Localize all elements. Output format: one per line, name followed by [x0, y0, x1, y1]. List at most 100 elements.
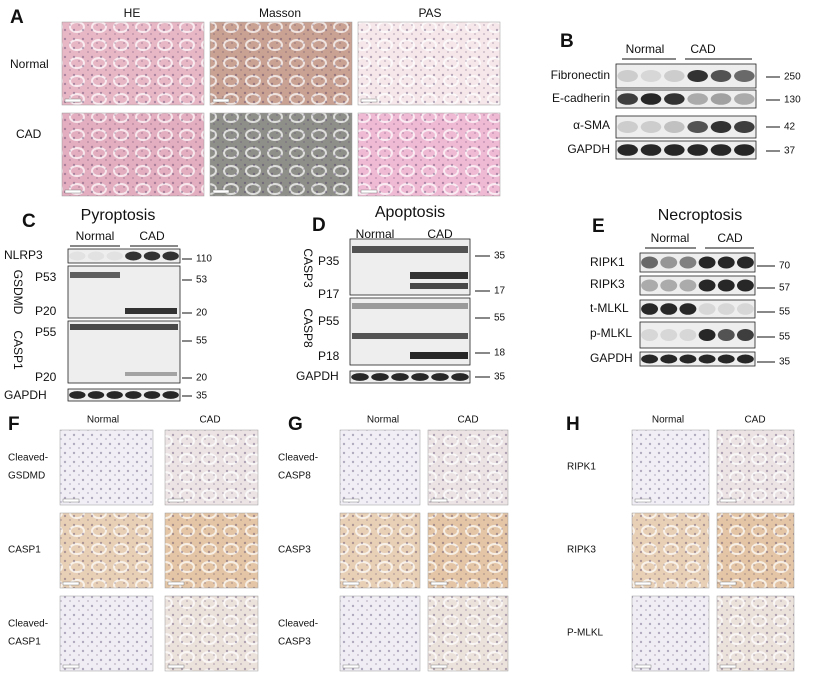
panel-title: Apoptosis — [375, 204, 445, 221]
row-label: CASP1 — [8, 637, 41, 648]
blot-band — [717, 329, 735, 341]
scale-bar — [167, 664, 185, 669]
band-label: RIPK1 — [590, 255, 625, 269]
micrograph-texture — [427, 595, 509, 672]
scale-bar — [342, 498, 360, 503]
micrograph-texture — [339, 429, 421, 506]
marker-label: 17 — [494, 286, 506, 297]
micrograph-texture — [716, 512, 795, 589]
scale-bar — [167, 581, 185, 586]
blot-band — [710, 70, 732, 82]
blot-band — [679, 256, 697, 269]
group-label: CAD — [690, 42, 716, 56]
blot-band — [660, 256, 678, 269]
scale-bar — [62, 498, 80, 503]
column-header: Masson — [259, 6, 301, 20]
row-label: RIPK1 — [567, 462, 596, 473]
band-label: P20 — [35, 370, 57, 384]
blot-band — [431, 373, 449, 381]
marker-label: 70 — [779, 261, 791, 272]
blot-band — [736, 279, 754, 292]
column-header: Normal — [87, 415, 119, 426]
scale-bar — [719, 498, 737, 503]
blot-band — [660, 279, 678, 292]
group-label: Normal — [76, 229, 115, 243]
marker-label: 35 — [779, 357, 791, 368]
blot-band — [664, 121, 685, 133]
band-label: E-cadherin — [552, 91, 610, 105]
panel-label: C — [22, 211, 36, 232]
micrograph-texture — [59, 512, 154, 589]
blot-band — [698, 279, 716, 292]
scale-bar — [212, 98, 230, 103]
blot-band — [736, 354, 754, 364]
marker-label: 250 — [784, 72, 801, 83]
marker-label: 20 — [196, 373, 208, 384]
column-header: CAD — [199, 415, 220, 426]
scale-bar — [167, 498, 185, 503]
panel-label: A — [10, 7, 24, 28]
row-label: Cleaved- — [8, 619, 48, 630]
marker-label: 35 — [196, 391, 208, 402]
micrograph-texture — [631, 595, 710, 672]
blot-band — [710, 121, 732, 133]
blot-band — [617, 144, 638, 156]
band-label: P55 — [35, 325, 57, 339]
blot-band — [143, 391, 161, 399]
blot-band — [736, 303, 754, 315]
blot-band — [641, 303, 659, 315]
blot-band — [617, 93, 638, 105]
blot-band — [736, 329, 754, 341]
blot-band — [143, 251, 161, 261]
band-label: NLRP3 — [4, 248, 43, 262]
micrograph-texture — [59, 429, 154, 506]
blot-band — [352, 303, 468, 309]
blot-band — [69, 251, 86, 261]
row-label: RIPK3 — [567, 545, 596, 556]
band-label: α-SMA — [573, 118, 610, 132]
blot-band — [410, 283, 468, 289]
blot-band — [162, 391, 179, 399]
group-label: CASP8 — [301, 308, 315, 348]
blot-band — [87, 251, 105, 261]
blot-band — [679, 303, 697, 315]
blot-band — [162, 251, 179, 261]
band-label: P18 — [318, 349, 340, 363]
blot-band — [687, 121, 708, 133]
blot-band — [641, 354, 659, 364]
group-label: CAD — [427, 227, 453, 241]
blot-band — [125, 372, 177, 376]
marker-label: 55 — [779, 307, 791, 318]
blot-band — [660, 354, 678, 364]
blot-band — [710, 93, 732, 105]
column-header: HE — [124, 6, 141, 20]
marker-label: 57 — [779, 283, 791, 294]
blot — [615, 63, 757, 89]
band-label: P17 — [318, 287, 340, 301]
blot-band — [679, 279, 697, 292]
micrograph-texture — [427, 512, 509, 589]
group-label: CAD — [139, 229, 165, 243]
row-label: CASP1 — [8, 545, 41, 556]
scale-bar — [62, 581, 80, 586]
blot-band — [660, 329, 678, 341]
row-label: CASP3 — [278, 637, 311, 648]
scale-bar — [64, 189, 82, 194]
blot-band — [687, 93, 708, 105]
marker-label: 110 — [196, 254, 212, 265]
band-label: P35 — [318, 254, 340, 268]
micrograph-texture — [339, 512, 421, 589]
band-label: P53 — [35, 270, 57, 284]
band-label: P20 — [35, 304, 57, 318]
blot-band — [717, 303, 735, 315]
band-label: GAPDH — [296, 369, 339, 383]
marker-label: 55 — [494, 313, 506, 324]
blot-band — [687, 144, 708, 156]
marker-label: 55 — [779, 332, 791, 343]
column-header: PAS — [418, 6, 441, 20]
blot-band — [698, 354, 716, 364]
panel-title: Pyroptosis — [81, 207, 156, 224]
marker-label: 35 — [494, 251, 506, 262]
group-label: CAD — [717, 231, 743, 245]
blot-band — [87, 391, 105, 399]
